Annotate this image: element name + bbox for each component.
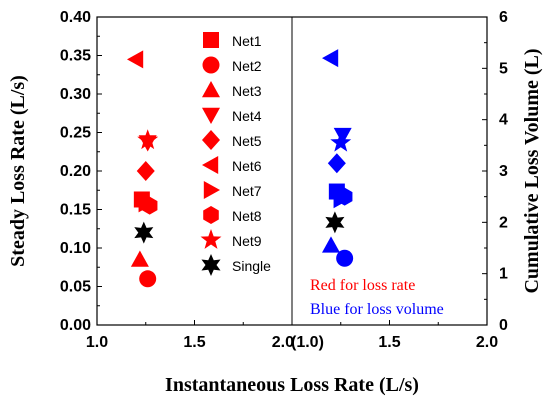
y-axis-left-title: Steady Loss Rate (L/s) xyxy=(7,75,29,267)
point-loss-volume-net9 xyxy=(330,131,352,152)
point-loss-volume-net2 xyxy=(336,249,354,267)
point-loss-rate-net5 xyxy=(136,161,155,181)
legend-label-net2: Net2 xyxy=(232,58,262,74)
point-loss-volume-net5 xyxy=(327,153,346,174)
point-loss-volume-net6 xyxy=(322,49,339,68)
legend-label-net3: Net3 xyxy=(232,83,262,99)
legend-marker-net1 xyxy=(203,32,219,48)
y-right-tick-label: 5 xyxy=(499,60,508,77)
x-right-tick-label: (1.0) xyxy=(291,334,324,351)
point-loss-rate-net8 xyxy=(141,196,158,215)
legend-markers xyxy=(200,32,222,276)
y-left-tick-label: 0.15 xyxy=(60,202,91,219)
y-right-tick-label: 6 xyxy=(499,9,508,26)
x-left-tick-label: 2.0 xyxy=(272,334,294,351)
legend-marker-net3 xyxy=(202,81,220,98)
x-left-tick-label: 1.0 xyxy=(86,334,108,351)
point-loss-volume-net8 xyxy=(336,187,353,206)
legend-label-net5: Net5 xyxy=(232,133,262,149)
y-right-tick-label: 2 xyxy=(499,214,508,231)
point-loss-rate-net6 xyxy=(127,50,144,69)
y-left-tick-label: 0.25 xyxy=(60,125,91,142)
y-right-tick-label: 3 xyxy=(499,163,508,180)
legend-marker-net2 xyxy=(202,56,220,74)
y-left-tick-label: 0.10 xyxy=(60,240,91,257)
legend-label-net6: Net6 xyxy=(232,158,262,174)
y-left-tick-label: 0.00 xyxy=(60,317,91,334)
legend-label-net8: Net8 xyxy=(232,208,262,224)
y-left-tick-label: 0.05 xyxy=(60,279,91,296)
legend-label-net1: Net1 xyxy=(232,33,262,49)
x-right-tick-label: 1.5 xyxy=(378,334,400,351)
point-loss-volume-net3 xyxy=(322,236,340,253)
point-loss-volume-net4 xyxy=(333,127,352,145)
y-left-tick-label: 0.40 xyxy=(60,9,91,26)
legend-marker-net6 xyxy=(202,156,219,174)
y-axis-right-title: Cumulative Loss Volume (L) xyxy=(521,48,543,293)
point-loss-rate-net2 xyxy=(139,270,157,288)
point-loss-volume-single xyxy=(325,211,345,234)
x-left-tick-label: 1.5 xyxy=(183,334,205,351)
note-blue-loss-volume: Blue for loss volume xyxy=(310,301,444,318)
legend-marker-net5 xyxy=(202,130,220,150)
y-left-tick-label: 0.20 xyxy=(60,163,91,180)
y-right-tick-label: 0 xyxy=(499,317,508,334)
legend-marker-net4 xyxy=(202,107,220,124)
y-right-tick-label: 4 xyxy=(499,112,508,129)
y-left-tick-label: 0.30 xyxy=(60,86,91,103)
legend-label-net4: Net4 xyxy=(232,108,262,124)
x-axis-title: Instantaneous Loss Rate (L/s) xyxy=(165,374,419,396)
legend-marker-net8 xyxy=(203,206,219,224)
legend-label-single: Single xyxy=(232,258,271,274)
point-loss-rate-single xyxy=(134,221,154,244)
y-right-tick-label: 1 xyxy=(499,266,508,283)
note-red-loss-rate: Red for loss rate xyxy=(310,277,415,294)
axis-ticks: 0.00 0.05 0.10 0.15 0.20 0.25 0.30 0.35 0.40 0 1 2 3… xyxy=(60,9,508,351)
legend-marker-single xyxy=(201,254,221,276)
y-left-tick-label: 0.35 xyxy=(60,48,91,65)
legend-marker-net9 xyxy=(200,229,222,249)
legend-label-net9: Net9 xyxy=(232,233,262,249)
x-right-tick-label: 2.0 xyxy=(476,334,498,351)
data-points xyxy=(127,49,354,288)
point-loss-rate-net3 xyxy=(130,250,149,267)
legend-label-net7: Net7 xyxy=(232,183,262,199)
legend-marker-net7 xyxy=(203,181,220,199)
point-loss-rate-net9 xyxy=(137,129,159,150)
